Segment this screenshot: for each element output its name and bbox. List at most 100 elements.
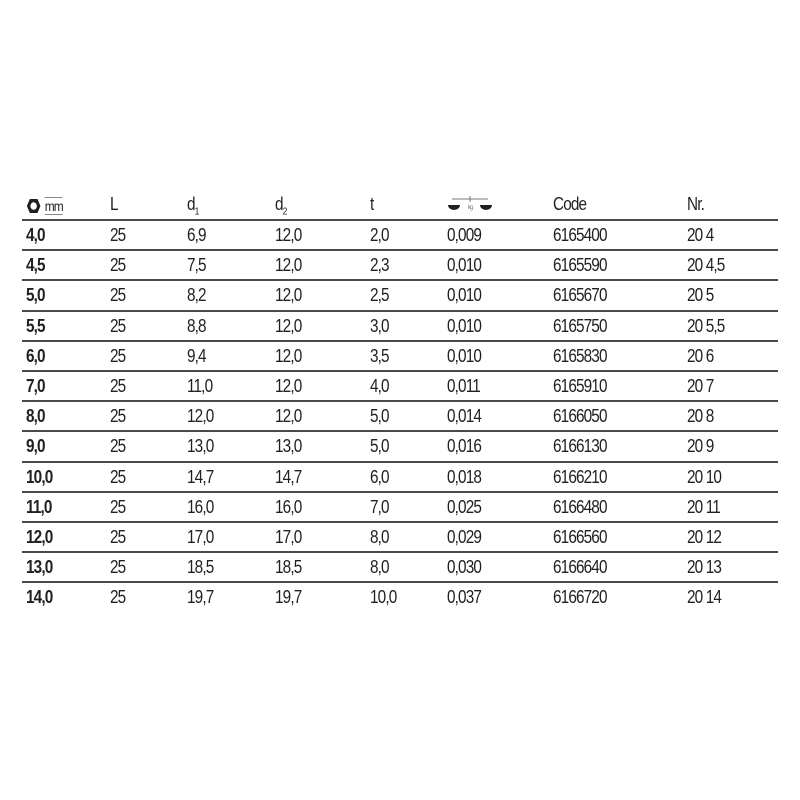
hexagon-icon	[26, 199, 41, 214]
t-cell: 8,0	[370, 526, 390, 547]
nr-cell: 20 6	[687, 345, 714, 366]
weight-cell: 0,011	[447, 375, 481, 396]
l-header: L	[110, 194, 119, 214]
d2-cell: 12,0	[275, 225, 302, 245]
table-row: 8,0 25 12,0 12,0 5,0 0,014 6166050 20 8	[22, 402, 778, 433]
code-cell: 6166130	[553, 436, 607, 457]
l-cell: 25	[110, 466, 126, 487]
d2-cell: 14,7	[275, 466, 302, 487]
nr-cell: 20 4,5	[687, 255, 725, 276]
code-cell: 6166050	[553, 406, 607, 427]
code-cell: 6165830	[553, 345, 607, 366]
weight-header: kg	[447, 196, 493, 217]
header-row: mm L d1 d2 t kg Code Nr.	[22, 190, 778, 221]
size-cell: 4,5	[26, 255, 46, 276]
t-cell: 2,5	[370, 285, 390, 306]
size-cell: 9,0	[26, 436, 46, 457]
d1-cell: 9,4	[187, 345, 207, 366]
table-row: 6,0 25 9,4 12,0 3,5 0,010 6165830 20 6	[22, 342, 778, 372]
d2-cell: 12,0	[275, 285, 302, 306]
code-cell: 6165910	[553, 375, 607, 396]
nr-cell: 20 11	[687, 496, 721, 517]
table-row: 11,0 25 16,0 16,0 7,0 0,025 6166480 20 11	[22, 493, 778, 523]
l-cell: 25	[110, 436, 126, 457]
t-cell: 4,0	[370, 375, 390, 396]
l-cell: 25	[110, 587, 126, 608]
d1-cell: 8,2	[187, 285, 207, 306]
d1-label: d	[187, 194, 196, 214]
size-header: mm	[26, 195, 64, 216]
l-cell: 25	[110, 315, 126, 336]
nr-cell: 20 9	[687, 436, 714, 457]
d1-cell: 13,0	[187, 436, 214, 457]
d2-cell: 19,7	[275, 587, 302, 608]
weight-cell: 0,010	[447, 345, 482, 366]
code-cell: 6165590	[553, 255, 607, 276]
weight-cell: 0,014	[447, 406, 482, 427]
size-cell: 12,0	[26, 526, 53, 547]
l-cell: 25	[110, 496, 126, 517]
d2-cell: 12,0	[275, 315, 302, 336]
weight-cell: 0,016	[447, 436, 482, 457]
size-cell: 5,5	[26, 315, 46, 336]
weight-unit: kg	[468, 205, 473, 211]
l-cell: 25	[110, 375, 126, 396]
d2-cell: 13,0	[275, 436, 302, 457]
table-row: 10,0 25 14,7 14,7 6,0 0,018 6166210 20 10	[22, 463, 778, 493]
d1-sub: 1	[194, 206, 200, 218]
l-cell: 25	[110, 285, 126, 306]
size-cell: 10,0	[26, 466, 53, 487]
nr-header: Nr.	[687, 194, 705, 214]
nr-cell: 20 5,5	[687, 315, 725, 336]
d1-cell: 6,9	[187, 225, 207, 245]
size-cell: 6,0	[26, 345, 46, 366]
d1-cell: 11,0	[187, 375, 213, 396]
code-cell: 6166560	[553, 526, 607, 547]
nr-cell: 20 4	[687, 225, 714, 245]
l-cell: 25	[110, 526, 126, 547]
weight-cell: 0,010	[447, 315, 482, 336]
size-cell: 8,0	[26, 406, 46, 427]
l-cell: 25	[110, 345, 126, 366]
code-cell: 6166640	[553, 557, 607, 578]
table-row: 5,0 25 8,2 12,0 2,5 0,010 6165670 20 5	[22, 281, 778, 312]
d1-cell: 18,5	[187, 557, 214, 578]
t-cell: 5,0	[370, 436, 390, 457]
t-cell: 5,0	[370, 406, 390, 427]
code-header: Code	[553, 194, 587, 214]
l-cell: 25	[110, 255, 126, 276]
t-cell: 2,3	[370, 255, 390, 276]
weight-cell: 0,018	[447, 466, 482, 487]
weight-cell: 0,009	[447, 225, 482, 245]
weight-cell: 0,025	[447, 496, 482, 517]
t-cell: 2,0	[370, 225, 390, 245]
t-cell: 10,0	[370, 587, 397, 608]
weight-cell: 0,029	[447, 526, 482, 547]
d1-cell: 12,0	[187, 406, 214, 427]
table-row: 4,5 25 7,5 12,0 2,3 0,010 6165590 20 4,5	[22, 251, 778, 282]
d2-header: d2	[275, 194, 287, 218]
table-row: 4,0 25 6,9 12,0 2,0 0,009 6165400 20 4	[22, 221, 778, 252]
l-cell: 25	[110, 225, 126, 245]
size-cell: 13,0	[26, 557, 53, 578]
size-cell: 14,0	[26, 587, 53, 608]
nr-cell: 20 10	[687, 466, 722, 487]
weight-cell: 0,037	[447, 587, 482, 608]
table-row: 9,0 25 13,0 13,0 5,0 0,016 6166130 20 9	[22, 432, 778, 463]
size-cell: 11,0	[26, 496, 52, 517]
t-cell: 6,0	[370, 466, 390, 487]
t-cell: 3,0	[370, 315, 390, 336]
spec-table: mm L d1 d2 t kg Code Nr. 4,0 25 6,9 12,0 2,0…	[22, 190, 778, 613]
nr-cell: 20 12	[687, 526, 722, 547]
size-cell: 7,0	[26, 375, 46, 396]
nr-cell: 20 8	[687, 406, 714, 427]
nr-cell: 20 5	[687, 285, 714, 306]
d2-cell: 16,0	[275, 496, 302, 517]
t-header: t	[370, 194, 374, 214]
d2-cell: 12,0	[275, 345, 302, 366]
nr-cell: 20 7	[687, 375, 714, 396]
d1-cell: 16,0	[187, 496, 214, 517]
weight-cell: 0,010	[447, 285, 482, 306]
code-cell: 6165400	[553, 225, 607, 245]
table-row: 13,0 25 18,5 18,5 8,0 0,030 6166640 20 13	[22, 553, 778, 584]
